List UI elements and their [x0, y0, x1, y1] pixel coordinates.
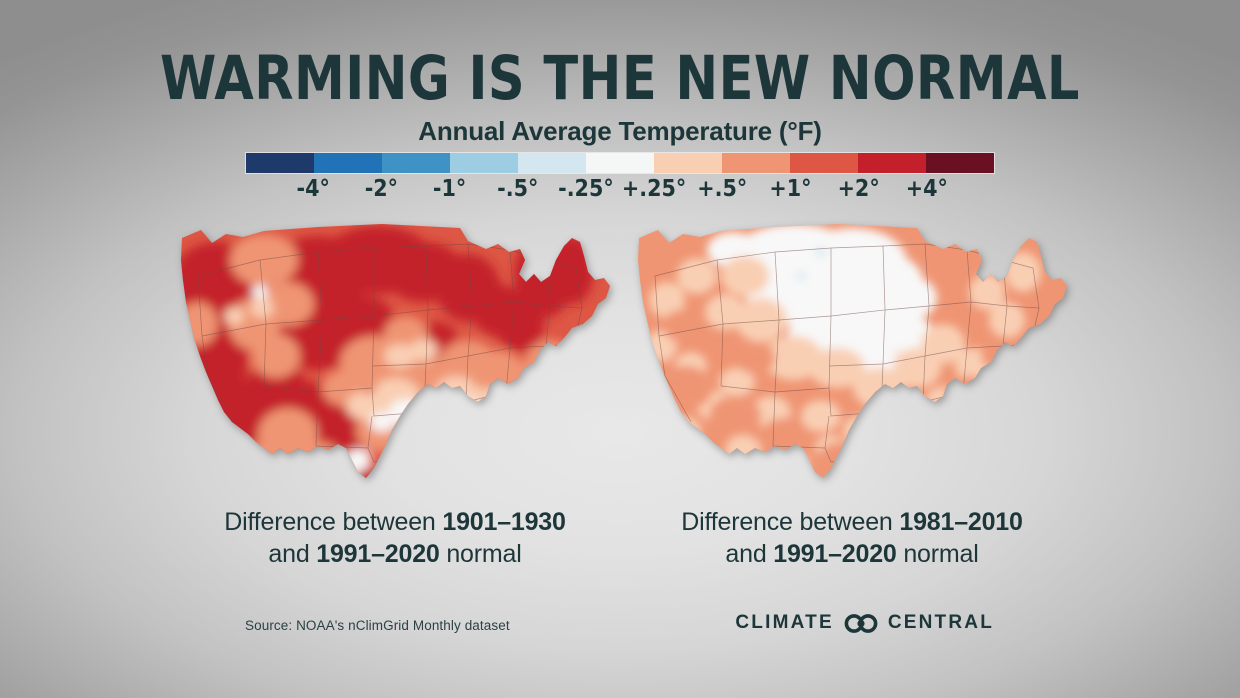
logo-word-central: CENTRAL — [887, 612, 994, 633]
caption-tail: normal — [896, 540, 979, 568]
us-choropleth-left — [181, 224, 610, 478]
logo-word-climate: CLIMATE — [735, 612, 834, 633]
legend-swatch-1 — [314, 153, 382, 173]
caption-period-a: 1901–1930 — [442, 508, 566, 536]
climate-central-logo: CLIMATE CENTRAL — [735, 612, 994, 634]
legend-color-bar — [245, 152, 995, 174]
legend-swatch-6 — [654, 153, 722, 173]
caption-left-map: Difference between 1901–1930 and 1991–20… — [160, 506, 630, 570]
page-subtitle: Annual Average Temperature (°F) — [418, 116, 822, 146]
legend-swatch-7 — [722, 153, 790, 173]
caption-right-map: Difference between 1981–2010 and 1991–20… — [617, 506, 1087, 570]
legend-tick-6: +.5° — [697, 176, 748, 202]
legend-tick-4: -.25° — [558, 176, 614, 202]
caption-period-a: 1981–2010 — [899, 508, 1023, 536]
legend-swatch-10 — [926, 153, 994, 173]
legend-tick-1: -2° — [364, 176, 399, 202]
legend-tick-labels: -4° -2° -1° -.5° -.25° +.25° +.5° +1° +2° +4° — [245, 176, 995, 202]
page-title: WARMING IS THE NEW NORMAL — [160, 43, 1080, 114]
caption-lead: Difference between — [224, 508, 443, 536]
legend-swatch-2 — [382, 153, 450, 173]
map-1901-1930 — [168, 216, 623, 508]
us-choropleth-right — [638, 224, 1067, 478]
legend-tick-9: +4° — [905, 176, 948, 202]
legend-tick-2: -1° — [432, 176, 467, 202]
legend-swatch-9 — [858, 153, 926, 173]
legend-swatch-3 — [450, 153, 518, 173]
map-1981-2010 — [625, 216, 1080, 508]
source-attribution: Source: NOAA's nClimGrid Monthly dataset — [245, 618, 510, 633]
caption-period-b: 1991–2020 — [316, 540, 440, 568]
caption-period-b: 1991–2020 — [773, 540, 897, 568]
legend: -4° -2° -1° -.5° -.25° +.25° +.5° +1° +2° +4° — [245, 152, 995, 202]
legend-swatch-0 — [246, 153, 314, 173]
legend-swatch-8 — [790, 153, 858, 173]
legend-tick-3: -.5° — [497, 176, 539, 202]
caption-mid: and — [268, 540, 317, 568]
legend-tick-7: +1° — [769, 176, 812, 202]
legend-tick-8: +2° — [837, 176, 880, 202]
caption-mid: and — [725, 540, 774, 568]
legend-tick-0: -4° — [296, 176, 330, 202]
header: WARMING IS THE NEW NORMAL Annual Average… — [0, 43, 1240, 147]
legend-swatch-4 — [518, 153, 586, 173]
legend-swatch-5 — [586, 153, 654, 173]
caption-lead: Difference between — [681, 508, 900, 536]
interlocking-rings-icon — [844, 613, 878, 633]
caption-tail: normal — [439, 540, 522, 568]
legend-tick-5: +.25° — [621, 176, 687, 202]
